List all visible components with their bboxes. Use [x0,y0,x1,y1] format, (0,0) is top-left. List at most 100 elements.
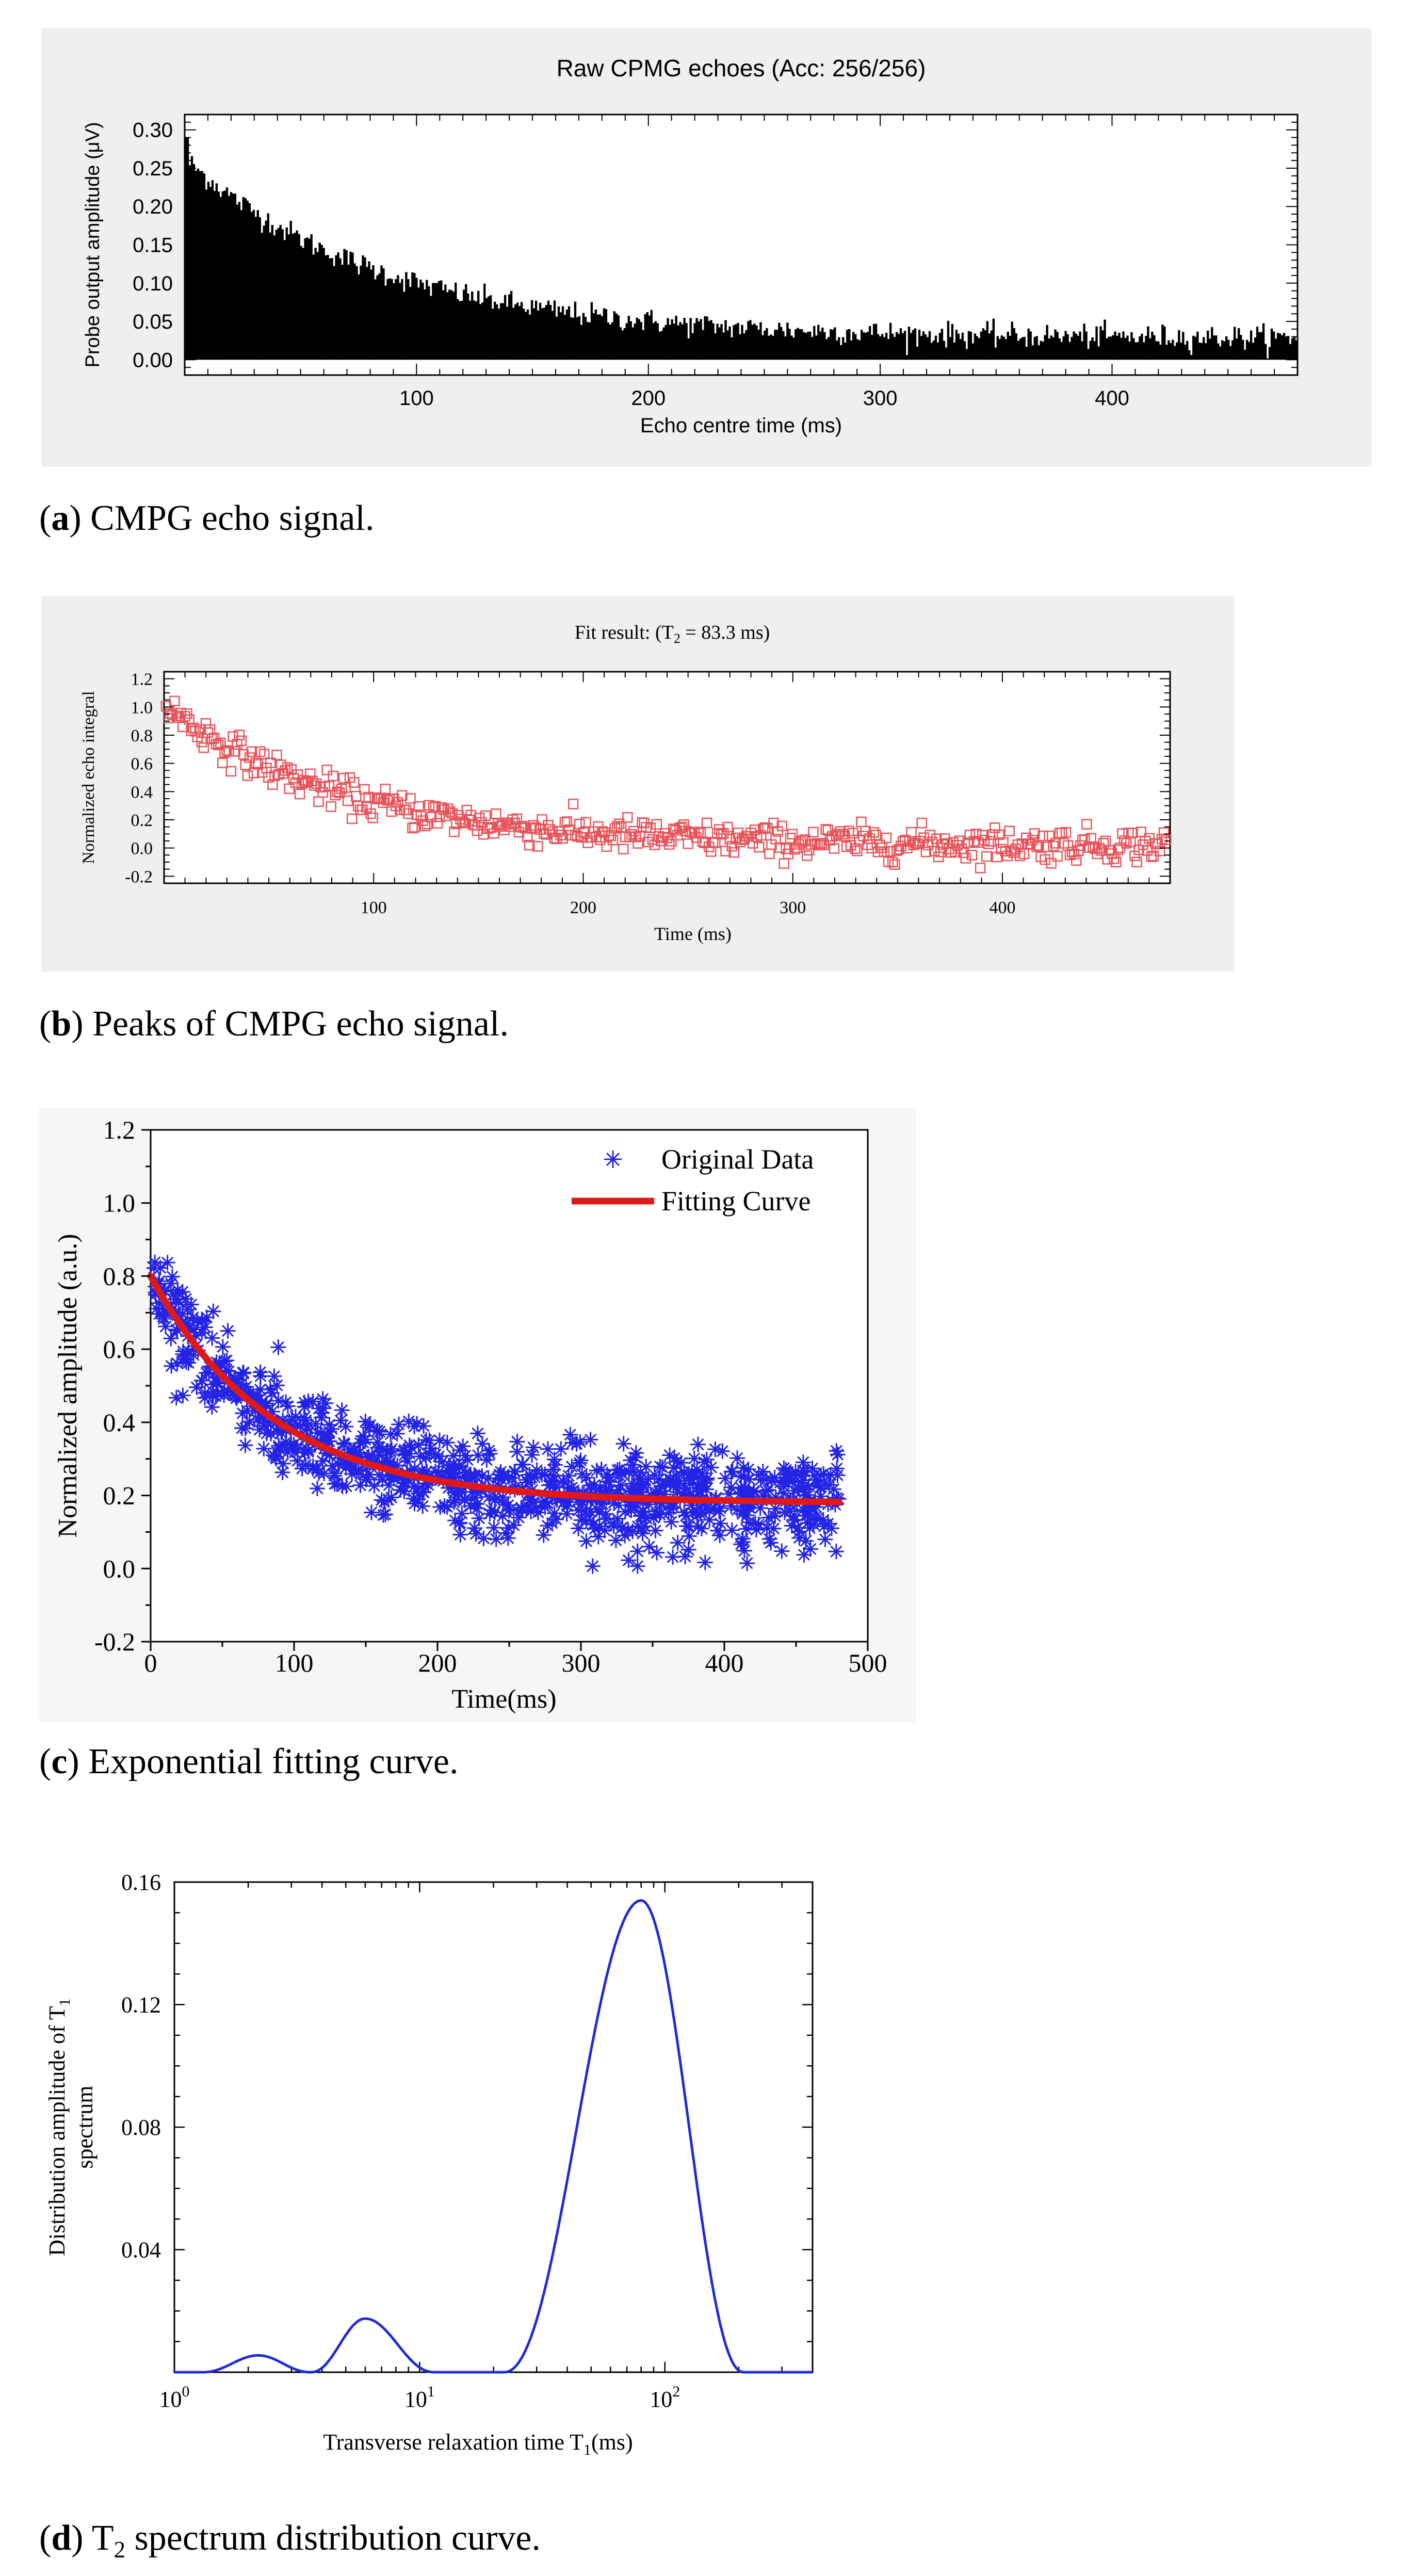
data-point [352,1449,368,1465]
data-point [432,1499,448,1515]
data-point [715,1443,731,1459]
data-point [170,1282,186,1298]
data-point [466,1467,482,1483]
data-point [528,1500,544,1516]
data-point [382,1443,398,1459]
data-point [253,1368,269,1384]
data-point [266,1368,282,1384]
data-point [493,1464,509,1480]
data-point [500,1497,516,1513]
data-point [397,1447,413,1463]
data-point [739,1555,755,1571]
data-point [537,1494,553,1510]
data-point [470,1447,486,1463]
data-point [652,1506,668,1522]
data-point [670,1477,686,1493]
data-point [438,1471,454,1487]
data-point [813,1467,829,1483]
data-point [540,1441,556,1457]
data-point [582,1432,598,1448]
data-point [680,1542,696,1558]
data-point [355,1428,371,1444]
data-point [635,1476,651,1492]
data-point [598,1483,614,1499]
data-point [507,1482,523,1498]
data-point [758,1483,774,1499]
data-point [148,1287,164,1303]
data-point [343,1455,359,1471]
data-point [691,1484,707,1500]
data-point [210,1369,226,1385]
data-point [240,1386,256,1401]
data-point [544,1473,560,1489]
caption-c-text: Exponential fitting curve. [79,1742,459,1781]
data-point [723,1479,739,1495]
data-point [574,1486,590,1502]
data-point [830,1467,846,1483]
caption-c-letter: c [51,1742,68,1781]
data-point [734,1490,750,1506]
data-point [626,1464,642,1480]
data-point [467,1490,483,1506]
data-point [799,1495,815,1511]
data-point [649,1545,665,1561]
data-point [596,1489,612,1504]
data-point [646,1467,662,1483]
data-point [825,1481,841,1497]
data-point [146,1260,162,1276]
data-point [707,1492,723,1508]
data-point [662,1471,678,1487]
data-point [808,1499,824,1515]
data-point [314,1435,330,1451]
data-point [760,1510,776,1526]
data-point [574,1466,590,1482]
data-point [283,1437,299,1453]
data-point [817,1531,833,1547]
data-point [559,1506,575,1522]
data-point [228,1388,244,1404]
data-point [629,1543,645,1559]
data-point [592,1480,608,1496]
data-point [384,1441,400,1457]
data-point [689,1462,705,1478]
data-point [542,1477,558,1493]
data-point [591,1504,607,1520]
data-point [163,1275,179,1291]
data-point [598,1511,614,1527]
data-point [334,1479,350,1495]
data-point [194,1372,210,1388]
data-point [601,1473,617,1489]
data-point [321,1423,337,1439]
data-point [396,1475,412,1491]
data-point [735,1506,751,1522]
data-point [579,1492,595,1508]
data-point [171,1312,187,1328]
data-point [630,1490,646,1506]
data-point [275,1412,291,1428]
data-point [321,1433,337,1449]
data-point [791,1530,807,1546]
data-point [321,1447,337,1463]
x-axis-label-post: (ms) [591,2429,633,2455]
data-point [416,1418,432,1434]
data-point [469,1480,485,1496]
data-point [491,1478,507,1494]
data-point [382,1456,398,1472]
data-point [624,1494,640,1510]
data-point [198,1365,214,1381]
data-point [208,1388,224,1404]
data-point [549,1492,565,1508]
data-point [164,1303,180,1319]
data-point [522,1467,538,1483]
data-point [178,1291,194,1307]
data-point [205,1303,221,1319]
data-point [189,1379,205,1395]
x-tick-label: 100 [275,1648,314,1677]
data-point [829,1490,845,1506]
data-point [396,1443,412,1459]
data-point [795,1463,811,1479]
data-point [795,1454,811,1470]
data-point [315,1391,331,1407]
data-point [573,1512,589,1528]
data-point [593,1462,609,1478]
